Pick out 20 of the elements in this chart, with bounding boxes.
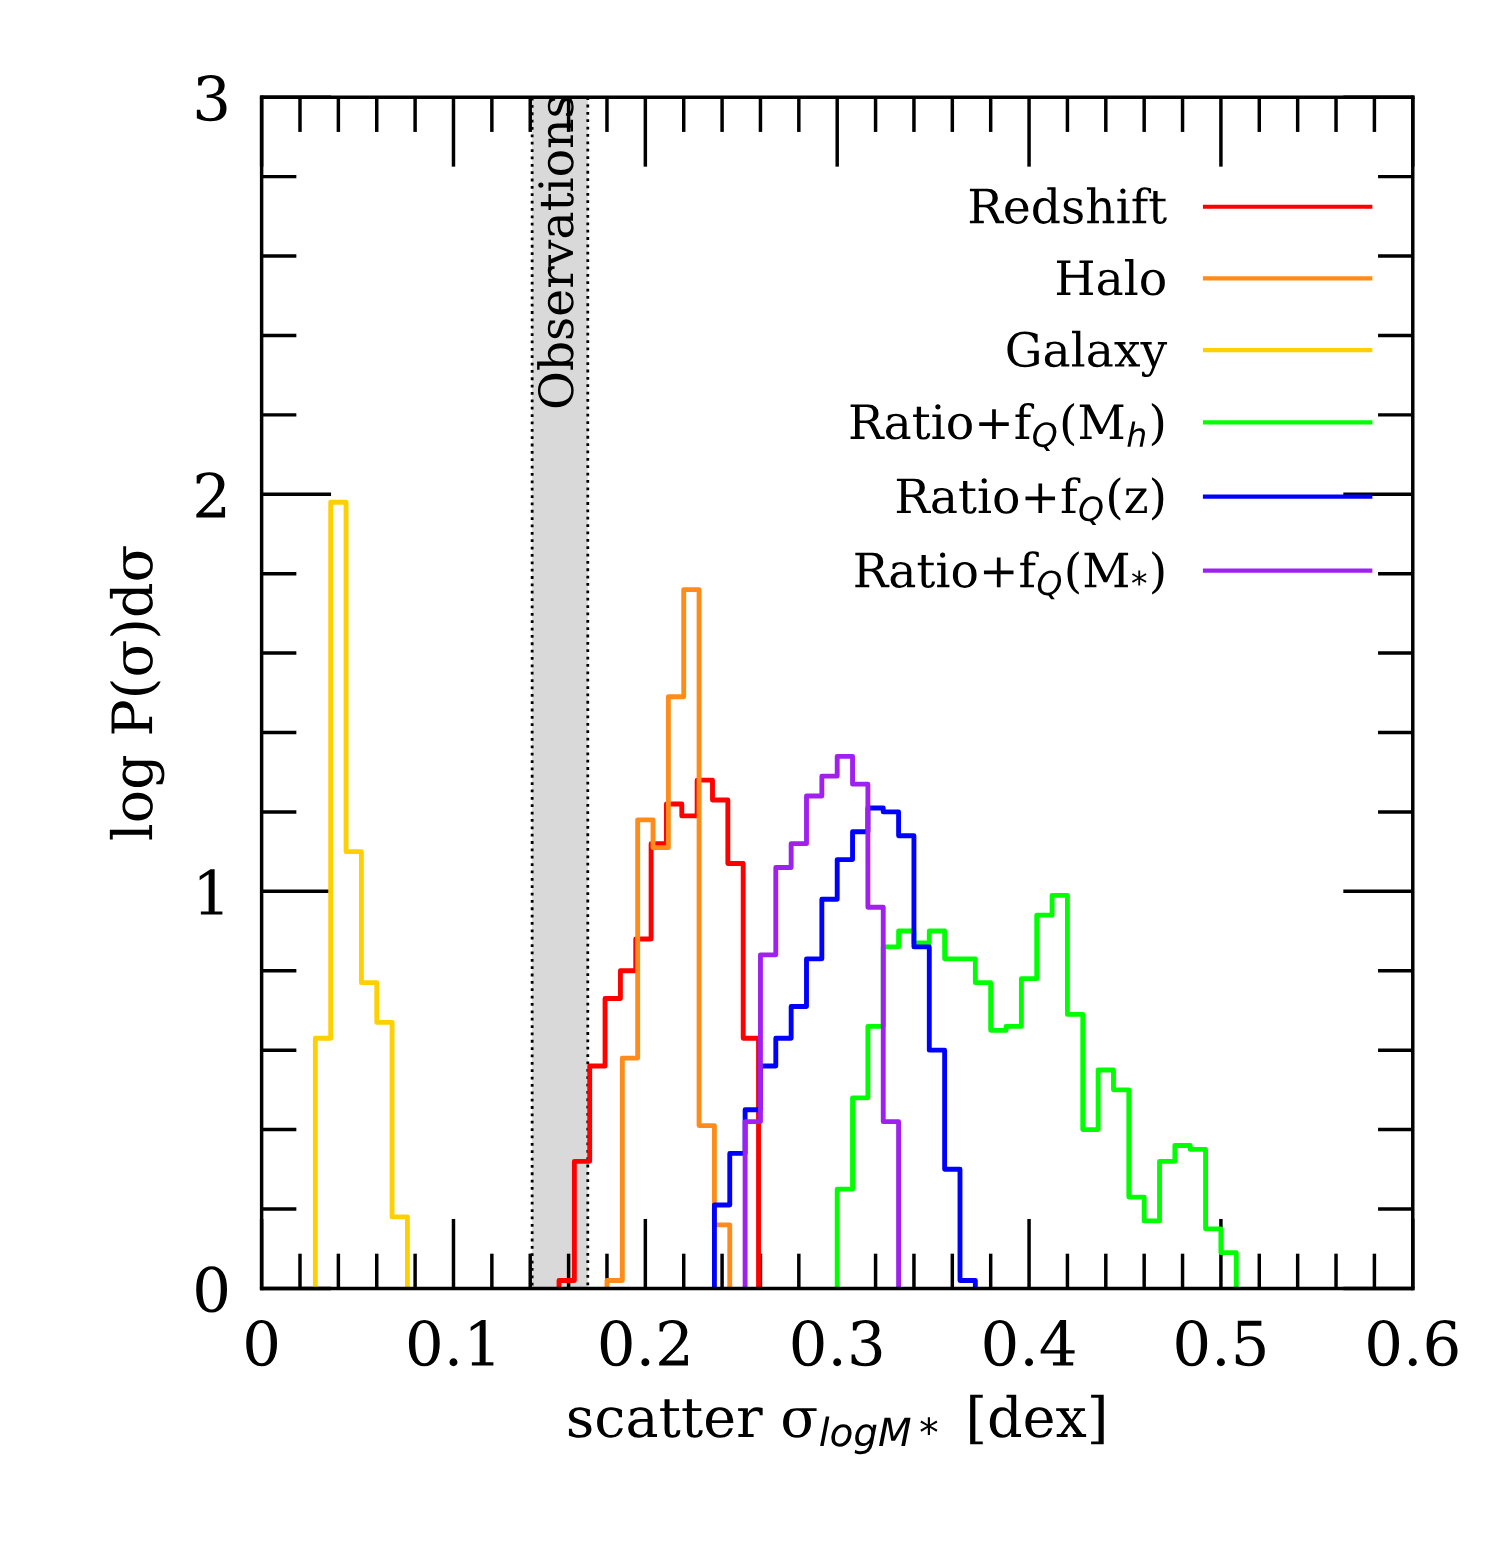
x-tick-label: 0.4 [984, 1320, 1075, 1367]
legend-label: Redshift [969, 187, 1167, 224]
legend-label: Galaxy [1007, 330, 1168, 378]
band-label: Observations [537, 96, 574, 408]
legend-label: Ratio+f$_{Q}$(z) [896, 477, 1164, 526]
y-tick-label: 3 [196, 75, 227, 122]
x-tick-label: 0.1 [408, 1320, 494, 1367]
x-tick-label: 0.2 [600, 1320, 688, 1367]
y-tick-label: 1 [199, 869, 223, 915]
x-tick-label: 0 [246, 1320, 278, 1367]
y-tick-label: 0 [196, 1266, 228, 1313]
legend-label: Halo [1056, 259, 1165, 296]
legend-label: Ratio+f$_{Q}$(M$_{*}$) [855, 551, 1164, 600]
x-tick-label: 0.3 [792, 1320, 882, 1367]
y-tick-label: 2 [196, 472, 226, 518]
x-tick-label: 0.5 [1176, 1320, 1265, 1367]
x-axis-title: scatter σ$_{logM*}$ [dex] [568, 1394, 1104, 1455]
y-axis-title: log P(σ)dσ [109, 546, 165, 840]
legend-label: Ratio+f$_{Q}$(M$_{h}$) [850, 403, 1164, 451]
x-tick-label: 0.6 [1368, 1320, 1458, 1367]
